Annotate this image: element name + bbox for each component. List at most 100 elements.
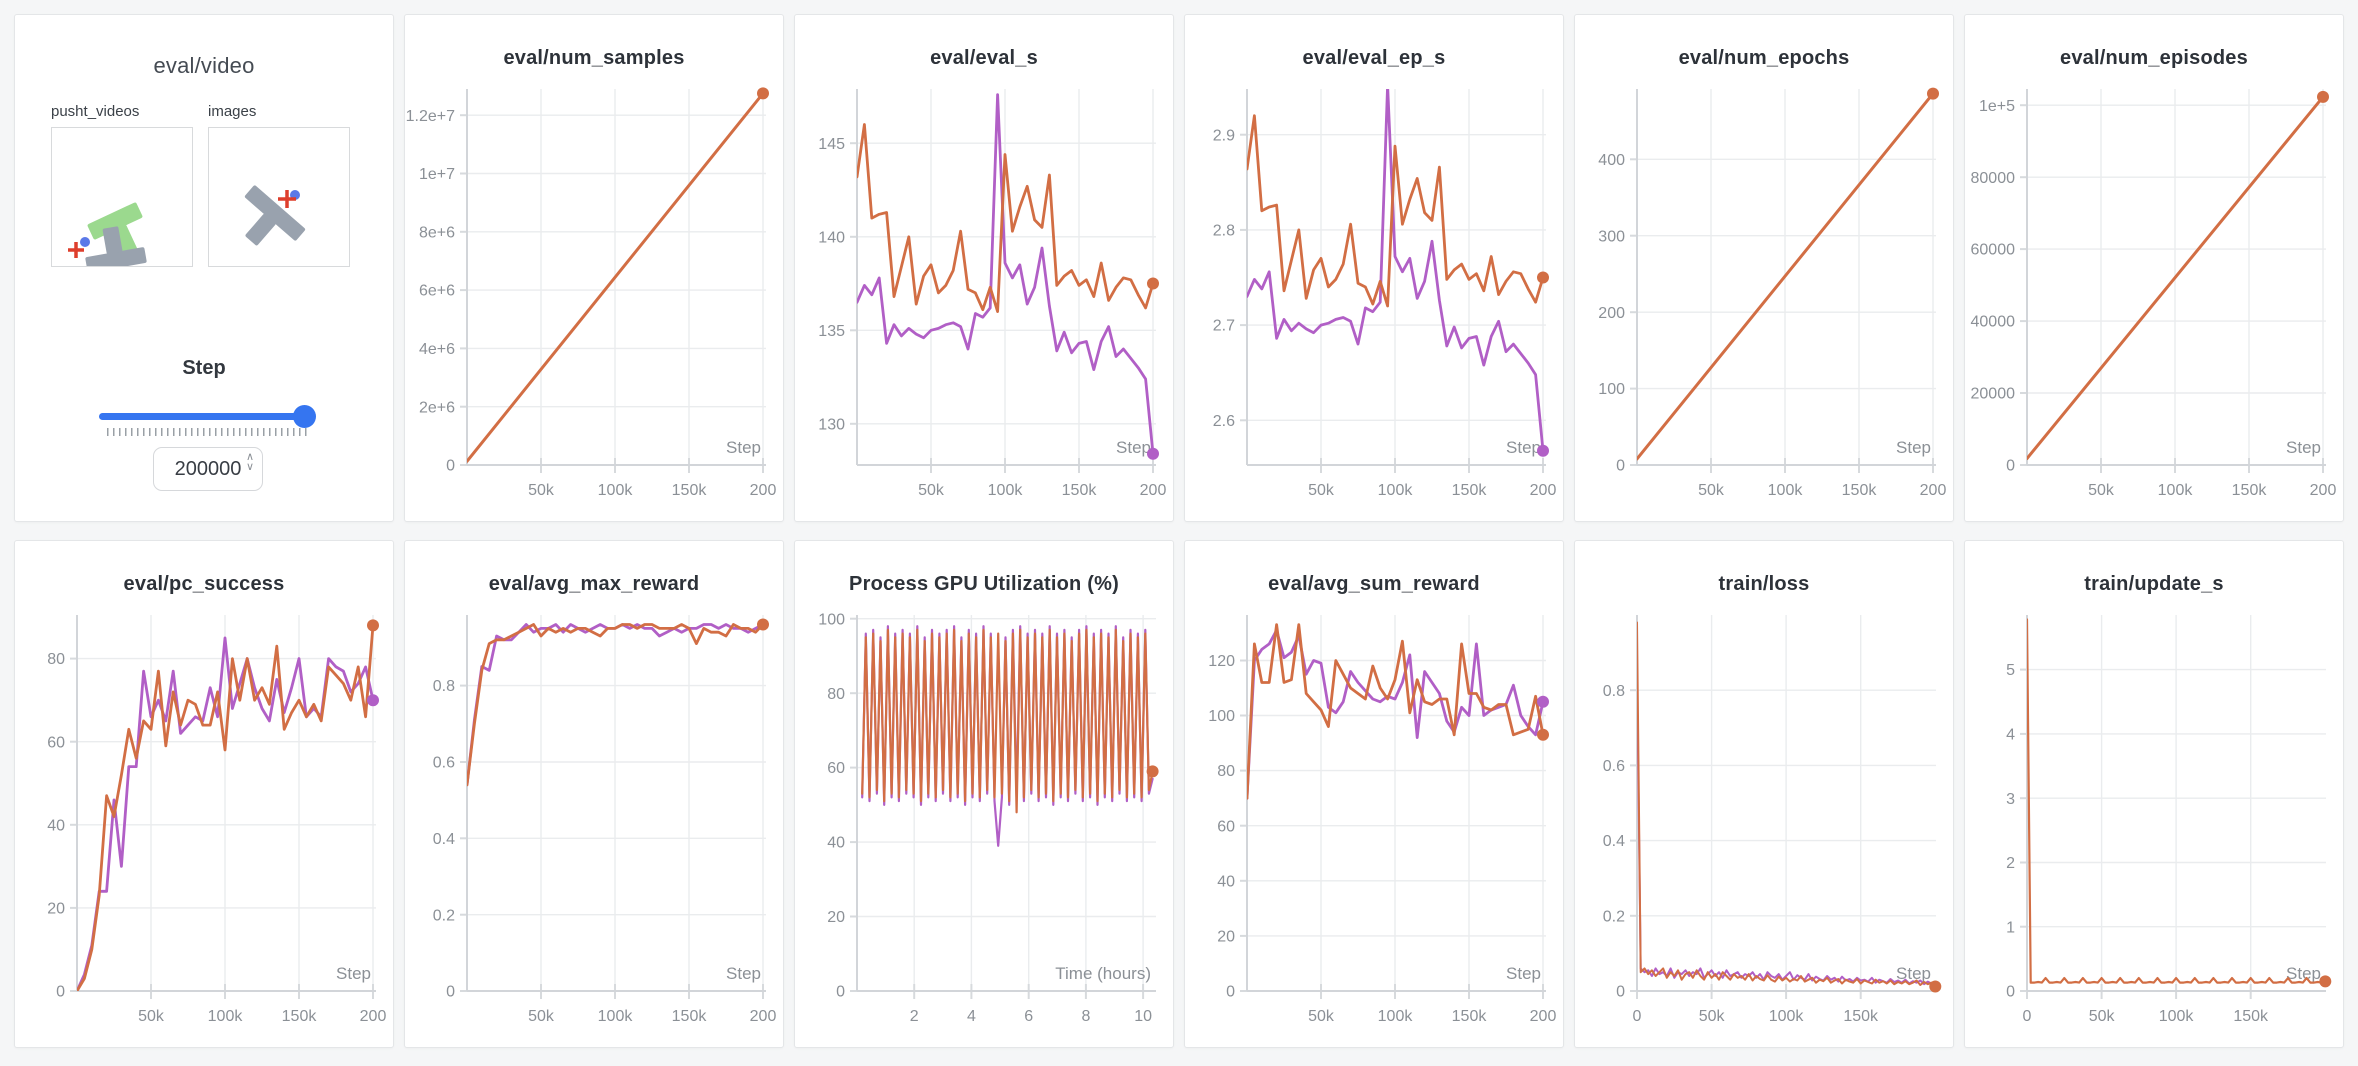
y-tick-label: 2e+6 <box>419 399 455 416</box>
chart-title: train/update_s <box>2084 573 2224 595</box>
chart-canvas[interactable]: 0 0.2 0.4 0.6 0.8 50k 100k 150k 200 Step <box>405 605 783 1047</box>
x-tick-label: 150k <box>1452 482 1488 499</box>
slider-tick-marks <box>107 428 307 436</box>
y-tick-label: 40 <box>1217 873 1235 890</box>
y-tick-label: 80 <box>827 686 845 703</box>
x-tick-label: 150k <box>1452 1008 1488 1025</box>
y-tick-label: 40 <box>47 817 65 834</box>
x-tick-label: 150k <box>2233 1008 2269 1025</box>
series-purple-end-dot <box>1147 447 1159 460</box>
x-axis-title: Step <box>1506 438 1541 457</box>
series-orange-line <box>2027 618 2326 984</box>
spinner-down-icon[interactable]: ∨ <box>245 461 254 473</box>
x-tick-label: 8 <box>1081 1008 1090 1025</box>
media-item-label: images <box>208 103 257 120</box>
x-tick-label: 200 <box>1530 1008 1557 1025</box>
chart-title: eval/eval_ep_s <box>1302 47 1446 69</box>
x-tick-label: 100k <box>208 1008 244 1025</box>
x-tick-label: 4 <box>967 1008 976 1025</box>
x-tick-label: 100k <box>1769 1008 1805 1025</box>
x-tick-label: 0 <box>1633 1008 1642 1025</box>
x-tick-label: 200 <box>1140 482 1167 499</box>
chart-title: eval/avg_sum_reward <box>1268 573 1480 595</box>
x-axis-title: Step <box>726 438 761 457</box>
x-tick-label: 50k <box>1698 482 1725 499</box>
series-orange-end-dot <box>2319 975 2332 988</box>
chart-canvas[interactable]: 0 20000 40000 60000 80000 1e+5 50k 100k 150k 200 S… <box>1965 79 2343 521</box>
y-tick-label: 5 <box>2006 662 2015 679</box>
y-tick-label: 0 <box>446 458 455 475</box>
y-tick-label: 2.6 <box>1213 413 1235 430</box>
series-purple-end-dot <box>367 694 379 707</box>
chart-canvas[interactable]: 0 100 200 300 400 50k 100k 150k 200 Step <box>1575 79 1953 521</box>
media-thumbnail-images[interactable] <box>208 127 350 267</box>
series-orange-line <box>467 91 765 463</box>
series-orange-end-dot <box>1927 87 1939 100</box>
chart-canvas[interactable]: 0 20 40 60 80 100 2 4 6 8 10 Time (hours) <box>795 605 1173 1047</box>
series-orange-end-dot <box>1537 728 1549 741</box>
y-tick-label: 100 <box>1208 708 1235 725</box>
x-tick-label: 0 <box>2023 1008 2032 1025</box>
chart-canvas[interactable]: 0 1 2 3 4 5 0 50k 100k 150k Step <box>1965 605 2343 1047</box>
x-axis-title: Step <box>2286 964 2321 983</box>
x-tick-label: 100k <box>598 482 634 499</box>
series-orange-line <box>77 623 375 991</box>
x-tick-label: 150k <box>672 1008 708 1025</box>
x-tick-label: 150k <box>1062 482 1098 499</box>
x-tick-label: 2 <box>910 1008 919 1025</box>
y-tick-label: 3 <box>2006 791 2015 808</box>
y-tick-label: 200 <box>1598 305 1625 322</box>
chart-canvas[interactable]: 130 135 140 145 50k 100k 150k 200 Step <box>795 79 1173 521</box>
x-tick-label: 50k <box>2088 482 2115 499</box>
x-tick-label: 150k <box>2232 482 2268 499</box>
y-tick-label: 300 <box>1598 228 1625 245</box>
x-axis-title: Step <box>1116 438 1151 457</box>
y-tick-label: 0.2 <box>433 907 455 924</box>
series-orange-line <box>467 623 765 787</box>
x-tick-label: 100k <box>988 482 1024 499</box>
y-tick-label: 60 <box>827 760 845 777</box>
y-tick-label: 80 <box>47 651 65 668</box>
spinner-up-icon[interactable]: ∧ <box>245 451 254 463</box>
y-tick-label: 40000 <box>1971 314 2016 331</box>
x-axis-title: Step <box>1506 964 1541 983</box>
y-tick-label: 0.8 <box>1603 683 1625 700</box>
y-tick-label: 0.8 <box>433 678 455 695</box>
panel-train-loss: train/loss 0 0.2 0.4 0.6 0.8 0 50k 100k 150k Step <box>1574 540 1954 1048</box>
x-axis-title: Time (hours) <box>1055 964 1151 983</box>
chart-canvas[interactable]: 0 2e+6 4e+6 6e+6 8e+6 1e+7 1.2e+7 50k 100k 150k 20… <box>405 79 783 521</box>
chart-canvas[interactable]: 2.6 2.7 2.8 2.9 50k 100k 150k 200 Step <box>1185 79 1563 521</box>
panel-eval-num-episodes: eval/num_episodes 0 20000 40000 60000 80000 1… <box>1964 14 2344 522</box>
y-tick-label: 40 <box>827 835 845 852</box>
y-tick-label: 2 <box>2006 855 2015 872</box>
y-tick-label: 140 <box>818 229 845 246</box>
y-tick-label: 0 <box>1616 984 1625 1001</box>
agent-dot <box>80 237 90 247</box>
x-axis-title: Step <box>1896 438 1931 457</box>
x-tick-label: 200 <box>750 482 777 499</box>
y-tick-label: 0.6 <box>433 755 455 772</box>
chart-canvas[interactable]: 0 20 40 60 80 50k 100k 150k 200 Step <box>15 605 393 1047</box>
step-slider-label: Step <box>182 357 226 379</box>
y-tick-label: 0.2 <box>1603 908 1625 925</box>
panel-eval-num-epochs: eval/num_epochs 0 100 200 300 400 50k 100k 150k… <box>1574 14 1954 522</box>
x-tick-label: 50k <box>2089 1008 2116 1025</box>
chart-canvas[interactable]: 0 0.2 0.4 0.6 0.8 0 50k 100k 150k Step <box>1575 605 1953 1047</box>
step-value-input[interactable] <box>171 456 245 482</box>
y-tick-label: 20 <box>827 909 845 926</box>
y-tick-label: 0 <box>446 984 455 1001</box>
media-thumbnail-pusht-videos[interactable] <box>51 127 193 267</box>
y-tick-label: 0 <box>1616 458 1625 475</box>
x-tick-label: 100k <box>2158 482 2194 499</box>
y-tick-label: 0.6 <box>1603 758 1625 775</box>
y-tick-label: 20 <box>1217 929 1235 946</box>
step-slider-track[interactable] <box>99 413 311 420</box>
x-tick-label: 100k <box>2159 1008 2195 1025</box>
panel-eval-num-samples: eval/num_samples 0 2e+6 4e+6 6e+6 8e+6 1e+7 1.… <box>404 14 784 522</box>
y-tick-label: 100 <box>1598 381 1625 398</box>
y-tick-label: 100 <box>818 611 845 628</box>
y-tick-label: 400 <box>1598 152 1625 169</box>
chart-canvas[interactable]: 0 20 40 60 80 100 120 50k 100k 150k 200 Step <box>1185 605 1563 1047</box>
step-slider-handle[interactable] <box>293 405 316 428</box>
y-tick-label: 1e+7 <box>419 166 455 183</box>
